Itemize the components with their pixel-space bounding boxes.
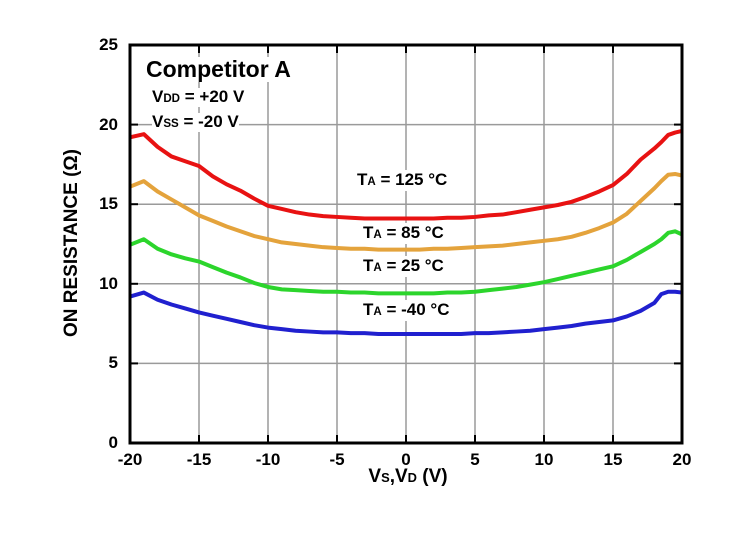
x-tick-label: -5 xyxy=(329,450,345,469)
y-tick-label: 10 xyxy=(99,273,118,293)
x-tick-label: 0 xyxy=(401,450,411,469)
x-tick-label: 20 xyxy=(672,450,692,469)
y-axis-title: ON RESISTANCE (Ω) xyxy=(61,149,82,337)
y-tick-label: 25 xyxy=(99,35,118,54)
curve-125c xyxy=(129,129,683,221)
y-tick-label: 15 xyxy=(99,194,118,214)
curve-85c xyxy=(129,171,683,252)
x-tick-label: -10 xyxy=(255,450,281,469)
plot-border xyxy=(128,43,684,445)
y-tick-label: 20 xyxy=(99,114,118,134)
x-tick-label: 10 xyxy=(534,450,554,469)
x-tick-label: -15 xyxy=(186,450,212,469)
curve-25c xyxy=(129,229,683,296)
y-tick-label: 0 xyxy=(108,433,118,452)
chart-title: Competitor A xyxy=(146,56,291,83)
condition-vss: VSS = -20 V xyxy=(152,112,239,132)
x-tick-label: 5 xyxy=(470,450,480,469)
y-tick-label: 5 xyxy=(108,353,118,373)
curve--40c xyxy=(129,289,683,336)
x-tick-label: 15 xyxy=(603,450,623,469)
x-tick-label: -20 xyxy=(117,450,143,469)
condition-vdd: VDD = +20 V xyxy=(152,87,245,107)
curve-label-25c: TA = 25 °C xyxy=(358,256,449,277)
curve-label-125c: TA = 125 °C xyxy=(352,170,453,191)
x-axis-title: VS,VD (V) xyxy=(368,466,448,487)
curve-label-85c: TA = 85 °C xyxy=(358,223,449,244)
curve-label-minus40c: TA = -40 °C xyxy=(358,300,455,321)
